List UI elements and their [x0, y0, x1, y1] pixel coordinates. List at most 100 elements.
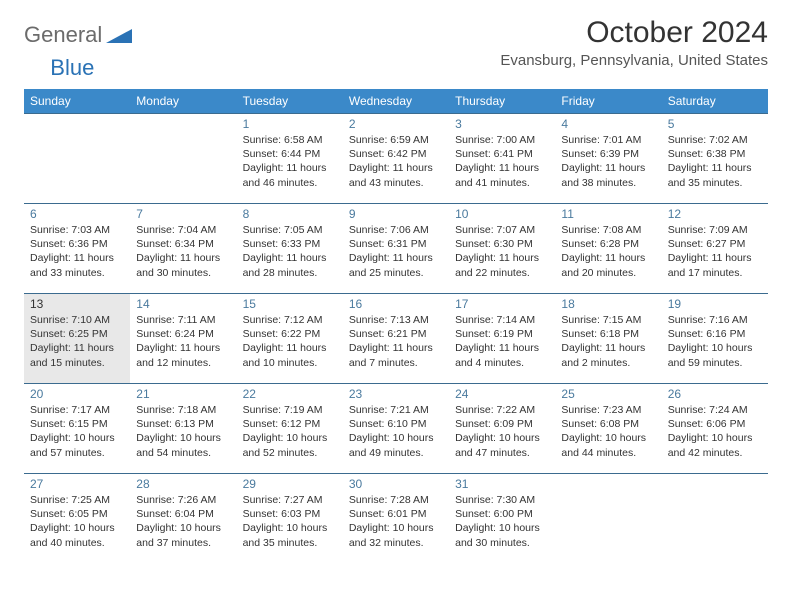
calendar-table: SundayMondayTuesdayWednesdayThursdayFrid… — [24, 89, 768, 564]
calendar-day-cell — [130, 114, 236, 204]
cell-dl1: Daylight: 11 hours — [561, 341, 655, 355]
cell-dl2: and 10 minutes. — [243, 356, 337, 370]
cell-dl2: and 47 minutes. — [455, 446, 549, 460]
cell-sunset: Sunset: 6:01 PM — [349, 507, 443, 521]
cell-sunset: Sunset: 6:24 PM — [136, 327, 230, 341]
cell-dl1: Daylight: 11 hours — [455, 251, 549, 265]
cell-sunrise: Sunrise: 7:28 AM — [349, 493, 443, 507]
calendar-day-cell: 6Sunrise: 7:03 AMSunset: 6:36 PMDaylight… — [24, 204, 130, 294]
cell-dl2: and 2 minutes. — [561, 356, 655, 370]
calendar-day-cell: 15Sunrise: 7:12 AMSunset: 6:22 PMDayligh… — [237, 294, 343, 384]
cell-dl1: Daylight: 11 hours — [243, 341, 337, 355]
cell-dl1: Daylight: 10 hours — [668, 431, 762, 445]
calendar-day-cell: 5Sunrise: 7:02 AMSunset: 6:38 PMDaylight… — [662, 114, 768, 204]
weekday-header: Tuesday — [237, 89, 343, 114]
cell-dl1: Daylight: 11 hours — [668, 251, 762, 265]
cell-dl1: Daylight: 11 hours — [30, 341, 124, 355]
cell-sunrise: Sunrise: 7:30 AM — [455, 493, 549, 507]
cell-dl1: Daylight: 11 hours — [136, 341, 230, 355]
cell-sunrise: Sunrise: 7:27 AM — [243, 493, 337, 507]
cell-dl2: and 25 minutes. — [349, 266, 443, 280]
cell-dl2: and 22 minutes. — [455, 266, 549, 280]
cell-dl1: Daylight: 11 hours — [561, 161, 655, 175]
cell-sunrise: Sunrise: 7:05 AM — [243, 223, 337, 237]
cell-dl1: Daylight: 11 hours — [455, 341, 549, 355]
cell-dl1: Daylight: 10 hours — [349, 521, 443, 535]
day-number: 27 — [30, 477, 124, 491]
cell-sunrise: Sunrise: 7:26 AM — [136, 493, 230, 507]
calendar-day-cell: 31Sunrise: 7:30 AMSunset: 6:00 PMDayligh… — [449, 474, 555, 564]
cell-dl1: Daylight: 11 hours — [668, 161, 762, 175]
calendar-day-cell: 1Sunrise: 6:58 AMSunset: 6:44 PMDaylight… — [237, 114, 343, 204]
calendar-header-row: SundayMondayTuesdayWednesdayThursdayFrid… — [24, 89, 768, 114]
calendar-day-cell: 8Sunrise: 7:05 AMSunset: 6:33 PMDaylight… — [237, 204, 343, 294]
cell-sunrise: Sunrise: 7:25 AM — [30, 493, 124, 507]
cell-dl2: and 59 minutes. — [668, 356, 762, 370]
calendar-day-cell — [24, 114, 130, 204]
cell-dl2: and 37 minutes. — [136, 536, 230, 550]
cell-dl1: Daylight: 10 hours — [136, 431, 230, 445]
calendar-week-row: 1Sunrise: 6:58 AMSunset: 6:44 PMDaylight… — [24, 114, 768, 204]
cell-dl1: Daylight: 10 hours — [349, 431, 443, 445]
cell-dl1: Daylight: 11 hours — [136, 251, 230, 265]
day-number: 3 — [455, 117, 549, 131]
day-number: 5 — [668, 117, 762, 131]
cell-dl2: and 32 minutes. — [349, 536, 443, 550]
cell-sunrise: Sunrise: 7:03 AM — [30, 223, 124, 237]
calendar-day-cell: 22Sunrise: 7:19 AMSunset: 6:12 PMDayligh… — [237, 384, 343, 474]
cell-dl1: Daylight: 10 hours — [243, 521, 337, 535]
cell-dl1: Daylight: 11 hours — [243, 161, 337, 175]
cell-sunrise: Sunrise: 7:24 AM — [668, 403, 762, 417]
cell-sunrise: Sunrise: 7:18 AM — [136, 403, 230, 417]
day-number: 20 — [30, 387, 124, 401]
cell-sunrise: Sunrise: 7:19 AM — [243, 403, 337, 417]
day-number: 10 — [455, 207, 549, 221]
cell-sunset: Sunset: 6:21 PM — [349, 327, 443, 341]
cell-dl2: and 54 minutes. — [136, 446, 230, 460]
cell-sunrise: Sunrise: 7:14 AM — [455, 313, 549, 327]
day-number: 7 — [136, 207, 230, 221]
logo-text-general: General — [24, 22, 102, 48]
day-number: 18 — [561, 297, 655, 311]
calendar-day-cell: 9Sunrise: 7:06 AMSunset: 6:31 PMDaylight… — [343, 204, 449, 294]
cell-sunset: Sunset: 6:18 PM — [561, 327, 655, 341]
day-number: 21 — [136, 387, 230, 401]
day-number: 16 — [349, 297, 443, 311]
cell-sunrise: Sunrise: 7:07 AM — [455, 223, 549, 237]
cell-sunset: Sunset: 6:38 PM — [668, 147, 762, 161]
calendar-day-cell: 27Sunrise: 7:25 AMSunset: 6:05 PMDayligh… — [24, 474, 130, 564]
cell-sunrise: Sunrise: 7:06 AM — [349, 223, 443, 237]
cell-dl2: and 35 minutes. — [668, 176, 762, 190]
day-number: 15 — [243, 297, 337, 311]
cell-dl1: Daylight: 11 hours — [349, 161, 443, 175]
cell-sunrise: Sunrise: 7:12 AM — [243, 313, 337, 327]
weekday-header: Saturday — [662, 89, 768, 114]
cell-sunset: Sunset: 6:09 PM — [455, 417, 549, 431]
location: Evansburg, Pennsylvania, United States — [500, 52, 768, 69]
cell-dl2: and 30 minutes. — [455, 536, 549, 550]
day-number: 30 — [349, 477, 443, 491]
calendar-day-cell: 2Sunrise: 6:59 AMSunset: 6:42 PMDaylight… — [343, 114, 449, 204]
cell-dl2: and 49 minutes. — [349, 446, 443, 460]
cell-dl2: and 4 minutes. — [455, 356, 549, 370]
cell-sunset: Sunset: 6:15 PM — [30, 417, 124, 431]
cell-sunrise: Sunrise: 7:08 AM — [561, 223, 655, 237]
cell-dl2: and 52 minutes. — [243, 446, 337, 460]
cell-sunset: Sunset: 6:12 PM — [243, 417, 337, 431]
cell-sunset: Sunset: 6:33 PM — [243, 237, 337, 251]
cell-sunrise: Sunrise: 7:13 AM — [349, 313, 443, 327]
calendar-day-cell: 7Sunrise: 7:04 AMSunset: 6:34 PMDaylight… — [130, 204, 236, 294]
cell-sunrise: Sunrise: 7:22 AM — [455, 403, 549, 417]
cell-dl2: and 33 minutes. — [30, 266, 124, 280]
calendar-day-cell: 18Sunrise: 7:15 AMSunset: 6:18 PMDayligh… — [555, 294, 661, 384]
cell-dl1: Daylight: 10 hours — [136, 521, 230, 535]
day-number: 25 — [561, 387, 655, 401]
day-number: 11 — [561, 207, 655, 221]
cell-sunset: Sunset: 6:44 PM — [243, 147, 337, 161]
cell-sunrise: Sunrise: 7:09 AM — [668, 223, 762, 237]
weekday-header: Wednesday — [343, 89, 449, 114]
day-number: 13 — [30, 297, 124, 311]
calendar-day-cell: 10Sunrise: 7:07 AMSunset: 6:30 PMDayligh… — [449, 204, 555, 294]
day-number: 24 — [455, 387, 549, 401]
calendar-day-cell: 30 Sunrise: 7:28 AMSunset: 6:01 PMDayligh… — [343, 474, 449, 564]
